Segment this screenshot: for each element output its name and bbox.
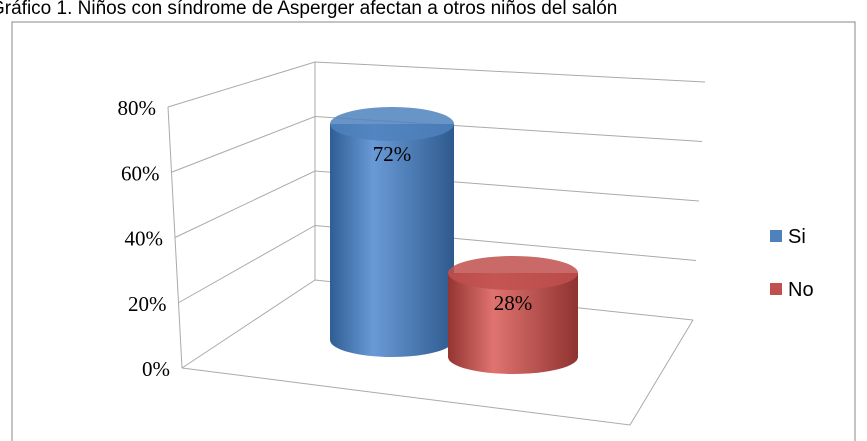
value-label: 72% [373, 142, 412, 166]
y-tick-label: 0% [142, 357, 170, 381]
y-tick-label: 40% [125, 227, 164, 251]
floor [181, 319, 694, 426]
grid-line [178, 224, 697, 304]
bar [448, 273, 578, 374]
grid-line [174, 170, 700, 238]
y-tick-label: 80% [118, 96, 157, 120]
y-tick-label: 60% [121, 161, 160, 185]
legend-swatch [770, 230, 782, 242]
grid-line [167, 61, 706, 108]
y-tick-label: 20% [128, 292, 167, 316]
bar [330, 124, 454, 357]
value-label: 28% [494, 291, 533, 315]
grid-line [171, 115, 703, 173]
legend-swatch [770, 283, 782, 295]
chart-border [11, 21, 856, 441]
legend-label: No [788, 279, 814, 301]
bar-top [330, 107, 454, 141]
chart-title: Gráfico 1. Niños con síndrome de Asperge… [0, 0, 617, 19]
legend-label: Si [788, 226, 806, 248]
bar-top [448, 256, 578, 290]
